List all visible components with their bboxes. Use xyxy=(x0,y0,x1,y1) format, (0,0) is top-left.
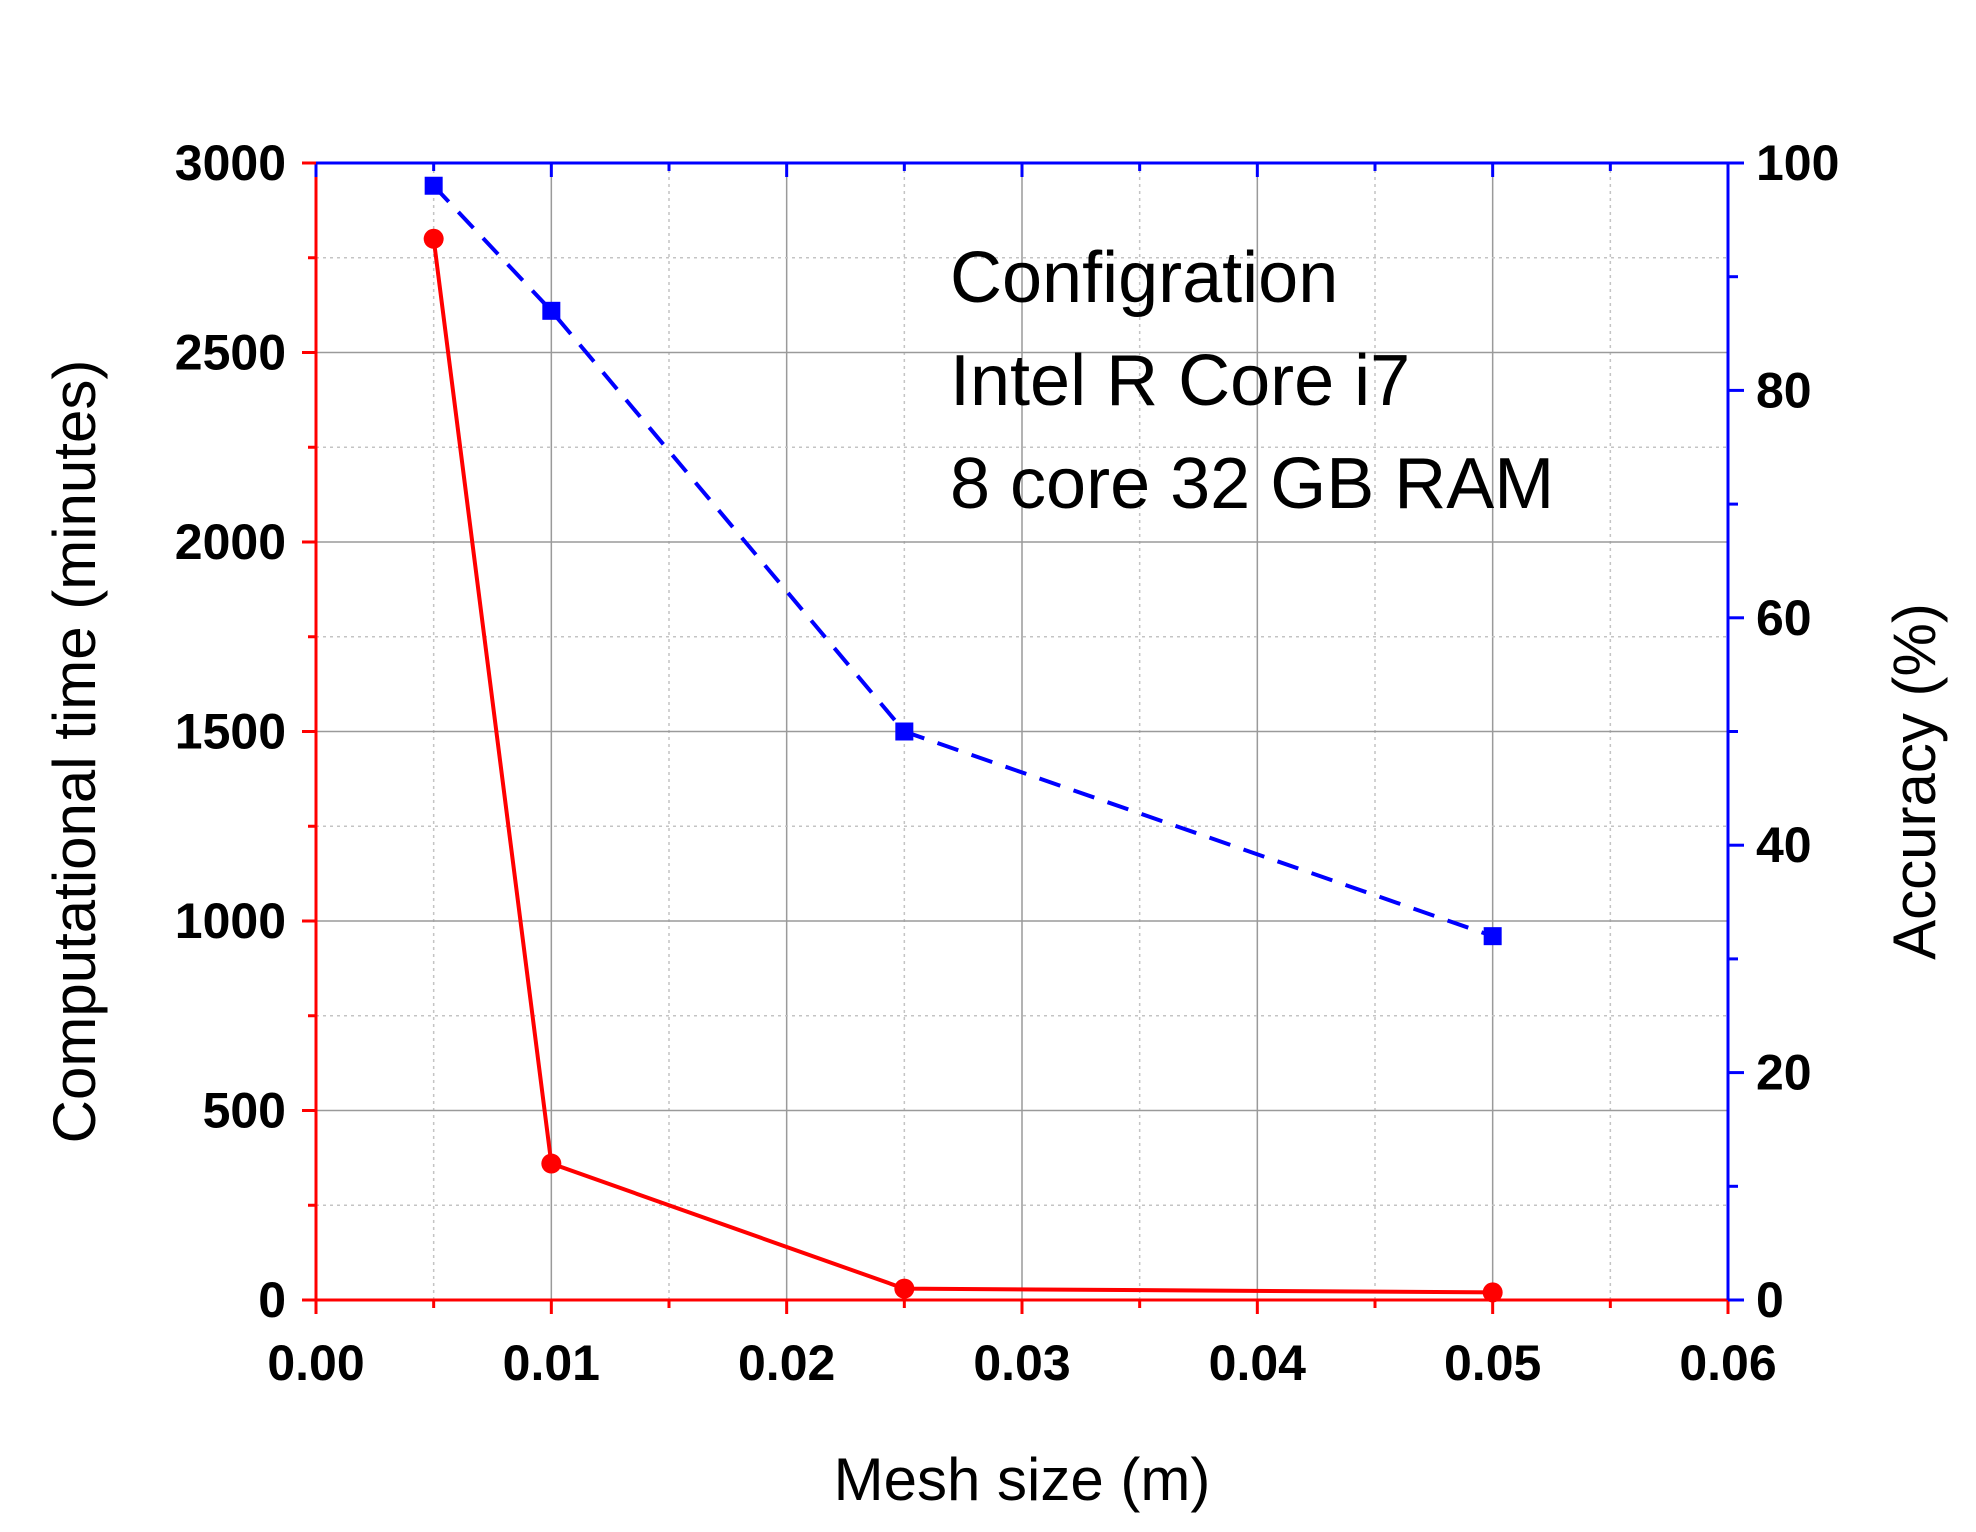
y-right-tick-label: 80 xyxy=(1756,362,1812,418)
y-left-tick-label: 1000 xyxy=(175,893,286,949)
series-1 xyxy=(424,176,1502,946)
x-tick-label: 0.01 xyxy=(503,1335,600,1391)
y-left-axis-title: Computational time (minutes) xyxy=(41,360,108,1144)
y-left-tick-label: 2000 xyxy=(175,514,286,570)
y-right-tick-label: 0 xyxy=(1756,1272,1784,1328)
y-right-tick-label: 40 xyxy=(1756,817,1812,873)
y-left-tick-label: 3000 xyxy=(175,135,286,191)
data-point xyxy=(423,228,444,249)
data-point xyxy=(541,1153,562,1174)
series-line xyxy=(432,184,1494,939)
annotation-line: Intel R Core i7 xyxy=(950,341,1410,421)
data-point xyxy=(542,301,561,320)
y-right-tick-label: 60 xyxy=(1756,590,1812,646)
x-tick-label: 0.03 xyxy=(973,1335,1070,1391)
data-point xyxy=(894,1278,915,1299)
y-left-tick-label: 500 xyxy=(203,1083,286,1139)
y-left-tick-label: 1500 xyxy=(175,704,286,760)
series-line xyxy=(431,238,1493,1295)
y-left-tick-label: 2500 xyxy=(175,325,286,381)
y-right-tick-label: 20 xyxy=(1756,1045,1812,1101)
x-tick-label: 0.04 xyxy=(1209,1335,1307,1391)
y-right-axis-title: Accuracy (%) xyxy=(1881,603,1948,960)
y-left-tick-label: 0 xyxy=(258,1272,286,1328)
x-tick-label: 0.06 xyxy=(1679,1335,1776,1391)
data-point xyxy=(1483,927,1502,946)
data-point xyxy=(895,722,914,741)
y-right-tick-label: 100 xyxy=(1756,135,1839,191)
axes xyxy=(302,161,1744,1314)
data-point xyxy=(424,176,443,195)
x-axis-title: Mesh size (m) xyxy=(834,1446,1211,1513)
x-tick-label: 0.02 xyxy=(738,1335,835,1391)
series-0 xyxy=(423,228,1503,1303)
annotation-box: Configration Intel R Core i7 8 core 32 G… xyxy=(950,238,1554,524)
grid-lines xyxy=(316,163,1728,1300)
data-point xyxy=(1482,1282,1503,1303)
tick-labels: 0.00 0.01 0.02 0.03 0.04 0.05 0.06050010001500… xyxy=(175,135,1840,1391)
x-tick-label: 0.05 xyxy=(1444,1335,1541,1391)
annotation-line: Configration xyxy=(950,238,1338,318)
annotation-line: 8 core 32 GB RAM xyxy=(950,444,1554,524)
x-tick-label: 0.00 xyxy=(267,1335,364,1391)
series-layer xyxy=(423,176,1503,1303)
